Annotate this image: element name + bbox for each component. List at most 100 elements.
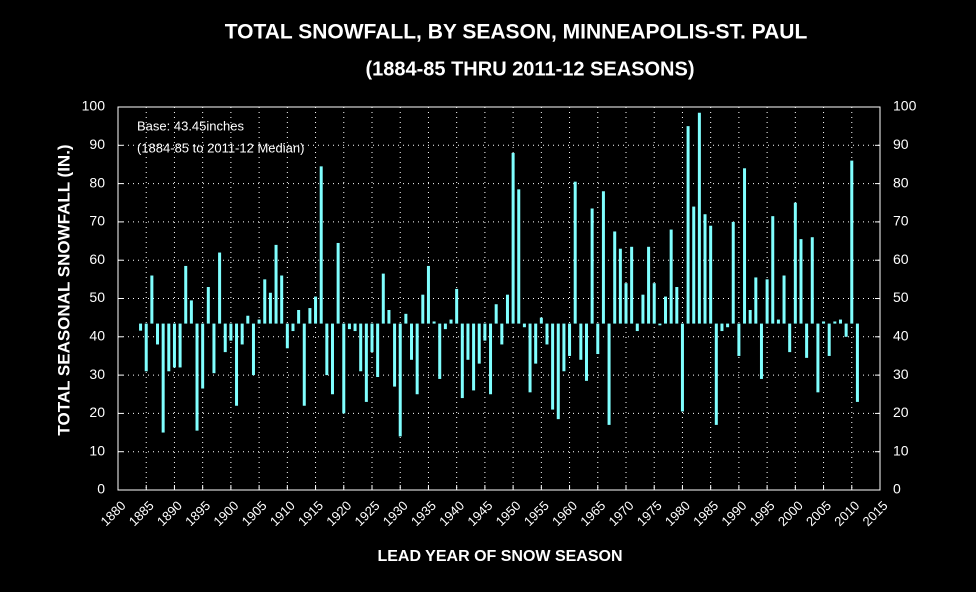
bar [393, 323, 397, 387]
bar [652, 283, 656, 324]
bar [426, 265, 430, 324]
bar [280, 275, 284, 324]
bar [398, 323, 402, 437]
bar [139, 323, 143, 331]
bar [816, 323, 820, 393]
bar [189, 300, 193, 324]
bar [517, 189, 521, 324]
bar [421, 294, 425, 324]
bar [545, 323, 549, 345]
bar [206, 287, 210, 324]
bar [788, 323, 792, 353]
bar [353, 323, 357, 332]
bar [477, 323, 481, 364]
bar [172, 323, 176, 368]
bar [743, 168, 747, 324]
bar [590, 208, 594, 324]
bar [302, 323, 306, 406]
bar [748, 309, 752, 324]
bar [601, 191, 605, 324]
y-tick-label: 90 [89, 136, 105, 152]
bar [827, 323, 831, 356]
bar [584, 323, 588, 381]
bar [364, 323, 368, 402]
bar [568, 323, 572, 356]
y2-tick-label: 90 [893, 136, 909, 152]
bar [776, 319, 780, 324]
y2-tick-label: 40 [893, 328, 909, 344]
bar [607, 323, 611, 425]
bar [472, 323, 476, 391]
y2-tick-label: 70 [893, 213, 909, 229]
bar [387, 309, 391, 324]
bar [291, 323, 295, 332]
bar [156, 323, 160, 345]
bar [308, 308, 312, 324]
bar [505, 294, 509, 324]
bar [274, 244, 278, 324]
bar [443, 323, 447, 330]
bar [528, 323, 532, 393]
bar [522, 323, 526, 328]
bar [579, 323, 583, 360]
bar [347, 323, 351, 330]
bar [647, 246, 651, 324]
bar [731, 221, 735, 324]
y2-tick-label: 50 [893, 289, 909, 305]
bar [562, 323, 566, 372]
bar [489, 323, 493, 395]
bar [759, 323, 763, 379]
y-tick-label: 0 [97, 481, 105, 497]
bar [432, 321, 436, 324]
bar [765, 279, 769, 324]
bar [850, 160, 854, 324]
bar [229, 323, 233, 341]
bar [511, 152, 515, 324]
bar [235, 323, 239, 406]
bar [844, 323, 848, 337]
bar [793, 202, 797, 324]
bar [178, 323, 182, 368]
y2-tick-label: 100 [893, 98, 917, 114]
x-axis-label: LEAD YEAR OF SNOW SEASON [377, 548, 622, 565]
bar [144, 323, 148, 372]
y2-tick-label: 30 [893, 366, 909, 382]
bar [167, 323, 171, 372]
bar [618, 248, 622, 324]
bar [161, 323, 165, 433]
bar [714, 323, 718, 425]
y2-tick-label: 60 [893, 251, 909, 267]
y-tick-label: 10 [89, 442, 105, 458]
bar [630, 246, 634, 324]
bar [596, 323, 600, 355]
bar [551, 323, 555, 410]
bar [336, 242, 340, 324]
bar [223, 323, 227, 353]
bar [613, 231, 617, 324]
bar [697, 112, 701, 324]
bar [855, 323, 859, 402]
bar [556, 323, 560, 420]
bar [184, 265, 188, 324]
bar [212, 323, 216, 374]
y-tick-label: 50 [89, 289, 105, 305]
bar [240, 323, 244, 345]
bar [539, 317, 543, 324]
bar [325, 323, 329, 376]
chart-subtitle: (1884-85 THRU 2011-12 SEASONS) [365, 58, 694, 80]
y-axis-label: TOTAL SEASONAL SNOWFALL (IN.) [54, 144, 73, 435]
bar [251, 323, 255, 376]
bar [771, 216, 775, 324]
bar [201, 323, 205, 389]
bar [195, 323, 199, 431]
bar [268, 292, 272, 324]
y2-tick-label: 20 [893, 404, 909, 420]
bar [494, 304, 498, 324]
bar [709, 225, 713, 324]
chart-title: TOTAL SNOWFALL, BY SEASON, MINNEAPOLIS-S… [225, 21, 808, 44]
bar [438, 323, 442, 379]
bar [686, 126, 690, 324]
bar [285, 323, 289, 349]
bar [381, 273, 385, 324]
